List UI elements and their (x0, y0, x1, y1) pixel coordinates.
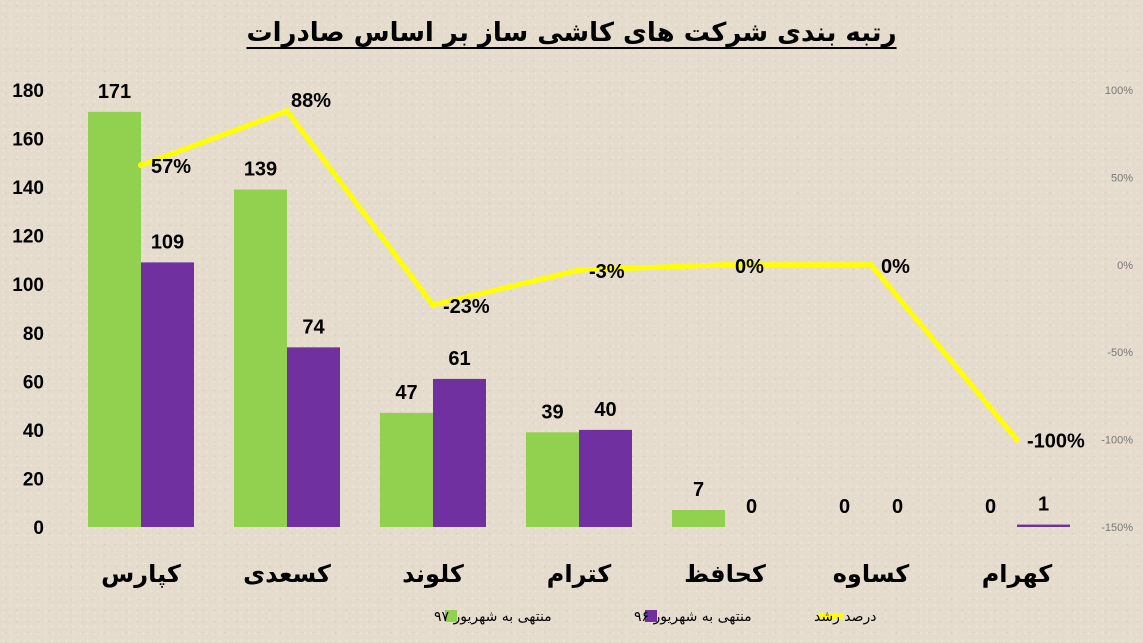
bar (1017, 524, 1070, 527)
line-point (722, 261, 728, 268)
y-left-tick-label: 180 (12, 81, 44, 102)
line-point (284, 107, 290, 114)
y-left-tick-label: 100 (12, 275, 44, 296)
category-label: کهرام (982, 560, 1053, 588)
legend-label: منتهی به شهریور ۹۷ (434, 609, 552, 625)
bar-data-label: 74 (302, 316, 325, 338)
y-left-tick-label: 60 (23, 372, 44, 393)
y-left-tick-label: 140 (12, 178, 44, 199)
y-right-tick-label: -50% (1107, 347, 1133, 359)
bar (141, 262, 194, 527)
bar-data-label: 40 (594, 399, 616, 421)
line-point (868, 261, 874, 268)
y-right-tick-label: 100% (1105, 85, 1133, 97)
line-data-label: -23% (443, 296, 490, 318)
bar (380, 412, 433, 527)
bar (672, 510, 725, 527)
y-right-tick-label: -150% (1101, 522, 1133, 534)
bar-data-label: 0 (985, 496, 996, 518)
y-right-tick-label: -100% (1101, 435, 1133, 447)
y-left-tick-label: 160 (12, 130, 44, 151)
category-label: کترام (547, 560, 612, 588)
category-label: کلوند (402, 560, 464, 588)
bar (433, 378, 486, 527)
line-point (576, 267, 582, 274)
legend-label: منتهی به شهریور ۹۶ (634, 609, 752, 625)
bar-data-label: 7 (693, 479, 704, 501)
bar-data-label: 0 (892, 496, 903, 518)
bar-data-label: 171 (98, 81, 131, 103)
line-data-label: 0% (735, 256, 764, 278)
line-data-label: 57% (151, 156, 191, 178)
category-label: کساوه (833, 560, 910, 588)
category-label: کسعدی (243, 560, 331, 588)
y-right-tick-label: 50% (1111, 172, 1133, 184)
bar-data-label: 0 (746, 496, 757, 518)
bar-data-label: 139 (244, 159, 277, 181)
y-left-tick-label: 40 (23, 421, 44, 442)
bar (526, 432, 579, 527)
line-data-label: -100% (1027, 431, 1085, 453)
y-left-tick-label: 120 (12, 227, 44, 248)
y-left-tick-label: 20 (23, 469, 44, 490)
y-right-tick-label: 0% (1117, 260, 1133, 272)
bar-data-label: 61 (448, 348, 470, 370)
bar (287, 347, 340, 527)
line-data-label: 88% (291, 90, 331, 112)
y-left-tick-label: 0 (33, 518, 44, 539)
bar (234, 189, 287, 528)
bar-data-label: 0 (839, 496, 850, 518)
line-data-label: 0% (881, 256, 910, 278)
legend-swatch (445, 610, 457, 622)
line-point (1014, 436, 1020, 443)
bar-data-label: 109 (151, 231, 184, 253)
y-left-tick-label: 80 (23, 324, 44, 345)
bar (579, 429, 632, 527)
bar-data-label: 47 (395, 382, 417, 404)
chart-title: رتبه بندی شرکت های کاشی ساز بر اساس صادر… (246, 18, 897, 48)
line-point (138, 162, 144, 169)
legend-label: درصد رشد (814, 609, 877, 625)
bar-data-label: 1 (1038, 494, 1049, 516)
category-label: کحافظ (684, 560, 766, 588)
bar (88, 111, 141, 527)
category-label: کپارس (101, 560, 181, 588)
line-data-label: -3% (589, 261, 625, 283)
bar-data-label: 39 (541, 401, 563, 423)
line-point (430, 302, 436, 309)
legend-swatch (645, 610, 657, 622)
